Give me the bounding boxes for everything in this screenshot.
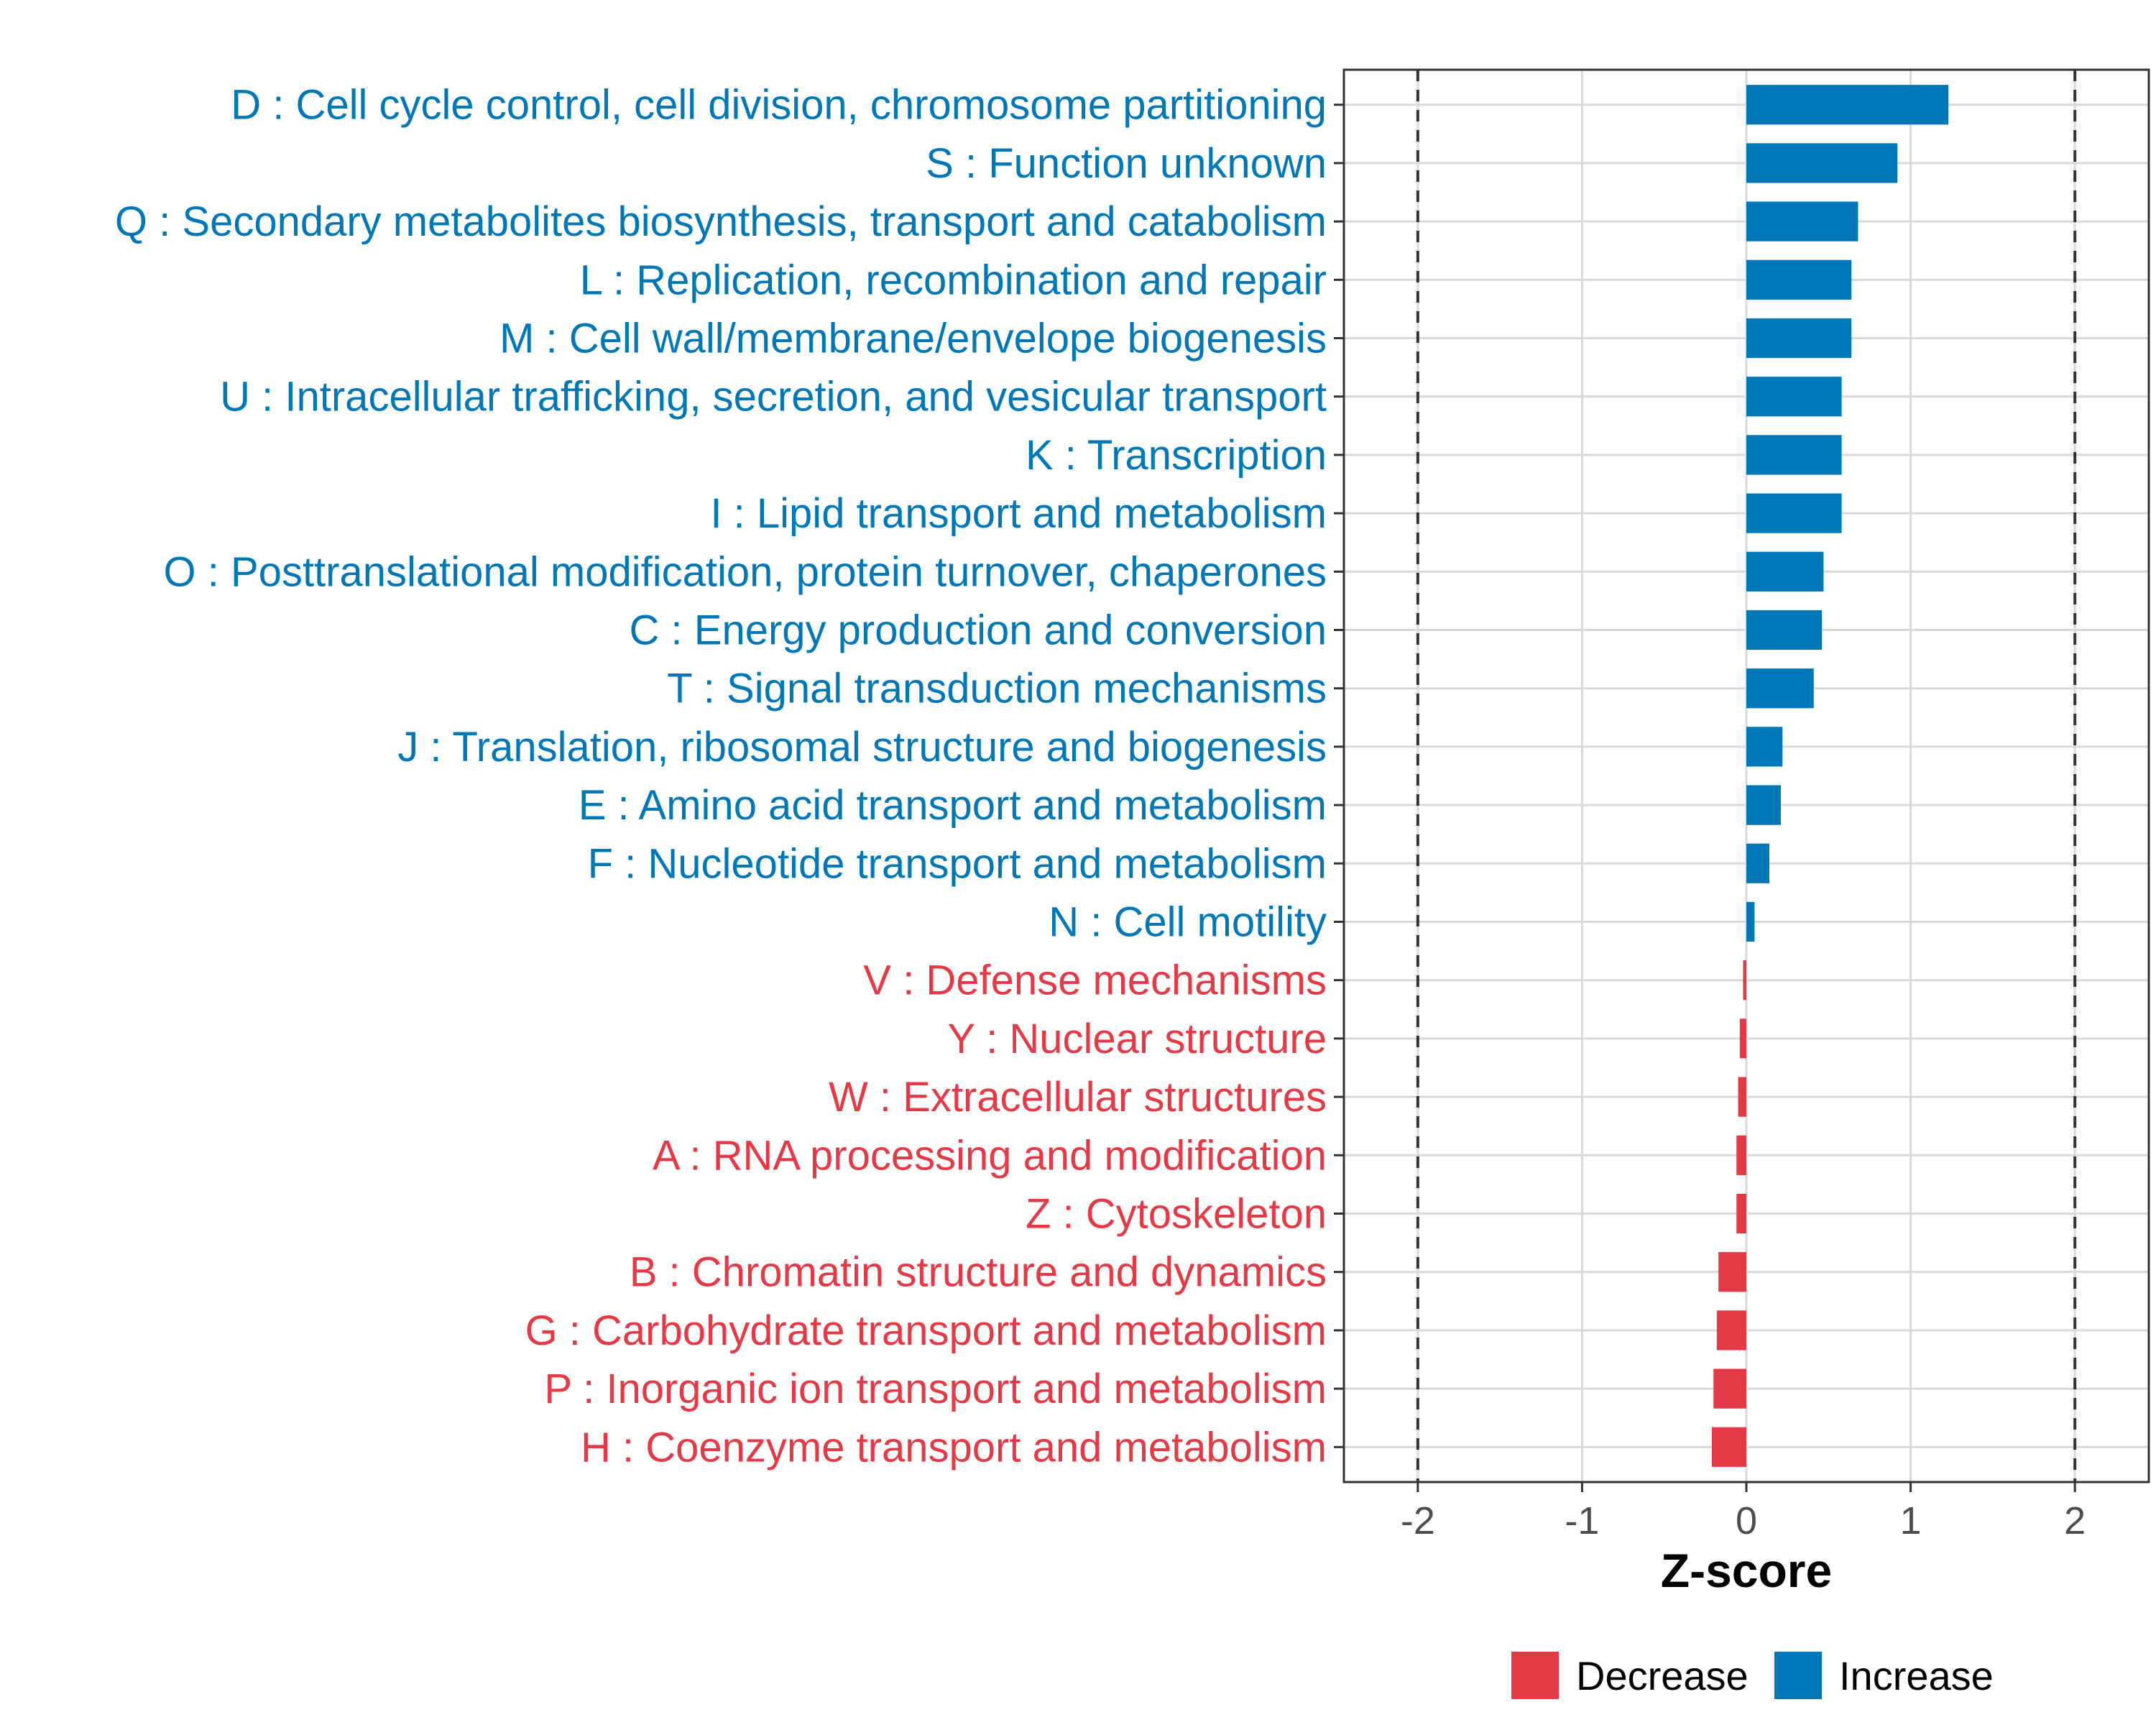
x-tick-label: -2 xyxy=(1401,1499,1435,1542)
bar xyxy=(1746,377,1842,417)
category-label: Q : Secondary metabolites biosynthesis, … xyxy=(115,198,1327,245)
category-label: V : Defense mechanisms xyxy=(863,957,1327,1004)
bar xyxy=(1746,318,1852,359)
legend-key-decrease xyxy=(1511,1652,1559,1699)
category-label: D : Cell cycle control, cell division, c… xyxy=(231,82,1327,129)
bar xyxy=(1736,1135,1746,1175)
x-axis: -2 -1 0 1 2 xyxy=(1401,1482,2086,1542)
category-label: B : Chromatin structure and dynamics xyxy=(630,1249,1327,1296)
x-tick-label: -1 xyxy=(1565,1499,1599,1542)
bar xyxy=(1743,960,1746,1000)
bar xyxy=(1712,1427,1746,1467)
category-label: K : Transcription xyxy=(1026,432,1327,479)
legend-label-decrease: Decrease xyxy=(1576,1653,1749,1698)
reference-lines xyxy=(1416,70,2077,1482)
category-label: P : Inorganic ion transport and metaboli… xyxy=(544,1366,1327,1412)
category-label: E : Amino acid transport and metabolism xyxy=(579,782,1327,829)
bar xyxy=(1746,259,1852,300)
bar xyxy=(1738,1077,1746,1117)
category-label: O : Posttranslational modification, prot… xyxy=(164,548,1327,595)
bar xyxy=(1739,1018,1746,1059)
category-label: W : Extracellular structures xyxy=(829,1074,1327,1121)
legend-key-increase xyxy=(1774,1652,1822,1699)
bar xyxy=(1746,727,1783,767)
bar xyxy=(1716,1310,1746,1351)
bar xyxy=(1746,143,1898,183)
x-axis-title: Z-score xyxy=(1661,1544,1832,1597)
category-label: M : Cell wall/membrane/envelope biogenes… xyxy=(499,316,1327,362)
category-label: N : Cell motility xyxy=(1049,898,1327,945)
category-label: J : Translation, ribosomal structure and… xyxy=(397,724,1327,770)
category-labels: D : Cell cycle control, cell division, c… xyxy=(115,82,1344,1471)
x-tick-label: 0 xyxy=(1736,1499,1757,1542)
legend: Decrease Increase xyxy=(1511,1652,1994,1699)
category-label: L : Replication, recombination and repai… xyxy=(580,257,1327,303)
x-tick-label: 2 xyxy=(2064,1499,2086,1542)
category-label: H : Coenzyme transport and metabolism xyxy=(581,1424,1327,1471)
bar xyxy=(1746,85,1949,125)
category-label: A : RNA processing and modification xyxy=(653,1132,1327,1179)
category-label: G : Carbohydrate transport and metabolis… xyxy=(525,1307,1327,1354)
category-label: S : Function unknown xyxy=(926,140,1327,187)
bar xyxy=(1746,668,1814,709)
category-label: U : Intracellular trafficking, secretion… xyxy=(220,374,1327,420)
bar xyxy=(1718,1252,1746,1292)
bars xyxy=(1712,85,1949,1467)
bar xyxy=(1746,551,1824,592)
category-label: Z : Cytoskeleton xyxy=(1026,1190,1327,1237)
x-tick-label: 1 xyxy=(1900,1499,1922,1542)
category-label: C : Energy production and conversion xyxy=(630,607,1327,654)
category-label: Y : Nuclear structure xyxy=(947,1016,1327,1062)
bar xyxy=(1736,1193,1746,1234)
category-label: T : Signal transduction mechanisms xyxy=(667,666,1327,712)
bar xyxy=(1746,843,1769,883)
bar xyxy=(1746,901,1755,942)
bar xyxy=(1713,1368,1746,1409)
bar xyxy=(1746,435,1842,475)
bar xyxy=(1746,610,1823,650)
bar xyxy=(1746,785,1781,825)
category-label: F : Nucleotide transport and metabolism xyxy=(588,840,1327,887)
category-label: I : Lipid transport and metabolism xyxy=(710,490,1327,537)
bar xyxy=(1746,201,1858,242)
legend-label-increase: Increase xyxy=(1839,1653,1994,1698)
bar xyxy=(1746,493,1842,533)
